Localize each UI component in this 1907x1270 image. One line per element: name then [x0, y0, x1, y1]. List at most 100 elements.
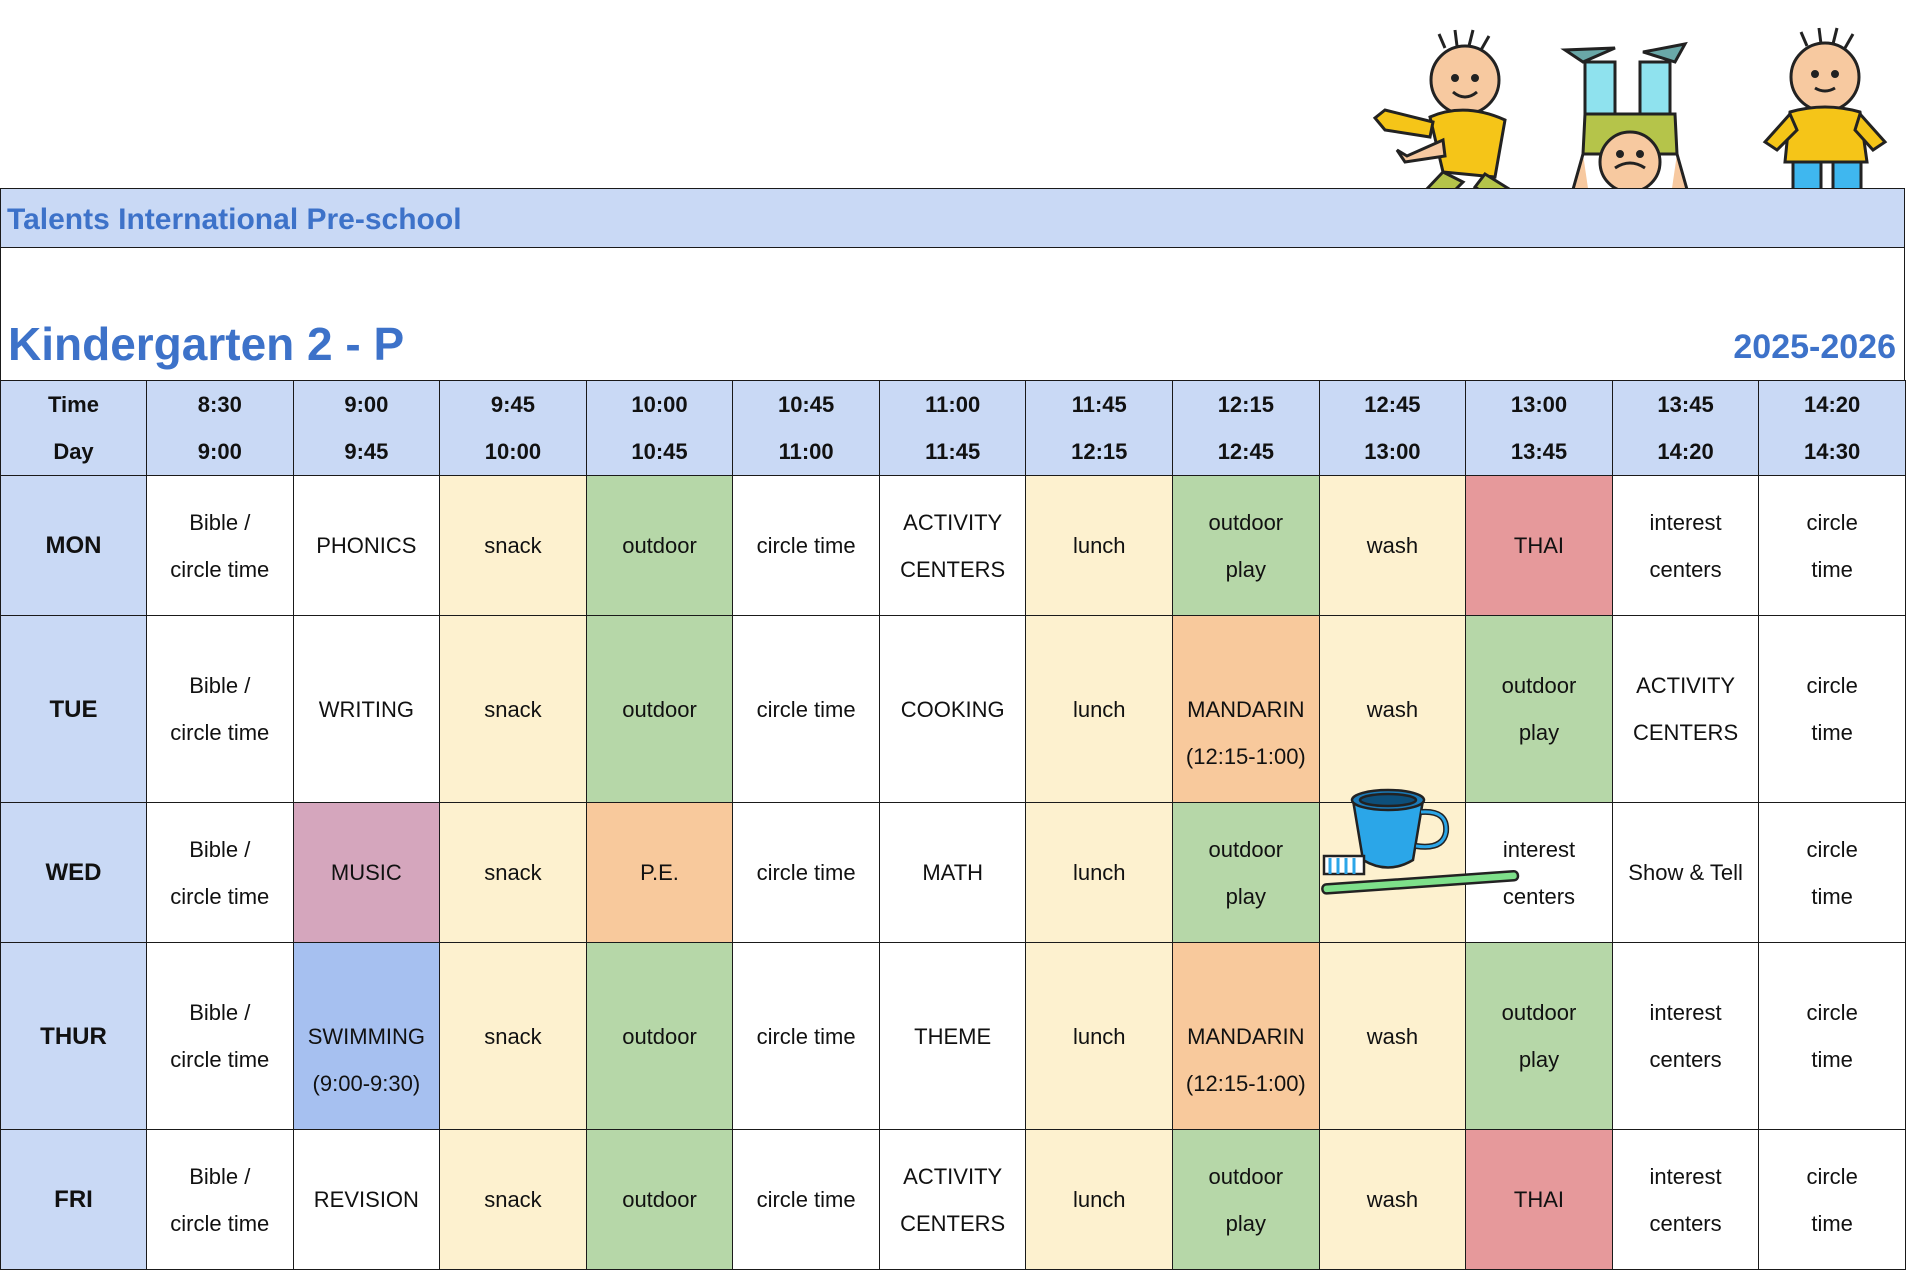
activity-label: wash — [1366, 696, 1419, 722]
activity-label: MANDARIN — [1187, 696, 1305, 722]
schedule-cell: wash — [1318, 475, 1467, 616]
school-year: 2025-2026 — [1733, 328, 1896, 366]
title-area: Kindergarten 2 - P 2025-2026 — [0, 248, 1905, 381]
slot-start: 14:20 — [1804, 392, 1861, 417]
schedule-cell: wash — [1318, 1129, 1467, 1270]
activity-label: MATH — [922, 860, 984, 885]
slot-start: 13:00 — [1510, 392, 1568, 417]
activity-label: interest — [1649, 1163, 1722, 1189]
activity-label: lunch — [1072, 1187, 1126, 1212]
schedule-cell: MUSIC — [292, 802, 441, 943]
schedule-cell: interest centers — [1611, 475, 1760, 616]
activity-label: lunch — [1072, 533, 1126, 558]
time-slot-header: 11:45 12:15 — [1025, 380, 1174, 476]
activity-label: lunch — [1072, 860, 1126, 885]
activity-label: P.E. — [640, 860, 679, 885]
schedule-cell: circle time — [732, 1129, 880, 1270]
activity-label: outdoor — [622, 1023, 697, 1049]
activity-label: outdoor — [622, 1187, 697, 1212]
schedule-cell: ACTIVITY CENTERS — [878, 1129, 1027, 1270]
schedule-cell: wash — [1318, 942, 1467, 1130]
activity-label: wash — [1366, 533, 1419, 558]
schedule-cell: outdoor — [585, 942, 734, 1130]
schedule-cell: snack — [439, 942, 587, 1130]
schedule-cell: interest centers — [1611, 942, 1760, 1130]
schedule-cell: circle time — [732, 942, 880, 1130]
activity-label: MANDARIN — [1187, 1023, 1305, 1049]
activity-label: interest — [1649, 1000, 1722, 1025]
time-slot-header: 9:45 10:00 — [439, 380, 587, 476]
slot-end: 14:30 — [1804, 439, 1861, 464]
cup-and-toothbrush-icon — [1321, 788, 1520, 895]
slot-end: 14:20 — [1657, 439, 1714, 464]
activity-label: (12:15-1:00) — [1185, 743, 1306, 769]
time-label: Time — [48, 392, 99, 417]
activity-label: outdoor — [1501, 673, 1577, 698]
day-name: FRI — [0, 1129, 147, 1270]
activity-label: time — [1811, 556, 1853, 582]
activity-label: CENTERS — [900, 556, 1006, 582]
slot-end: 11:45 — [925, 439, 981, 464]
activity-label: snack — [484, 533, 542, 558]
schedule-cell: wash — [1318, 615, 1467, 803]
time-slot-header: 13:00 13:45 — [1465, 380, 1613, 476]
activity-label: THEME — [914, 1023, 992, 1049]
header-row: Time Day 8:30 9:00 9:00 9:45 9:45 10:00 10:00 10:… — [0, 380, 1906, 476]
activity-label: outdoor — [622, 696, 697, 722]
activity-label: circle time — [756, 533, 856, 558]
slot-end: 9:45 — [344, 439, 389, 464]
schedule-cell: COOKING — [878, 615, 1027, 803]
schedule-cell: Bible / circle time — [146, 475, 294, 616]
activity-label: time — [1811, 720, 1853, 745]
schedule-cell: interest centers — [1611, 1129, 1760, 1270]
activity-label: Bible / — [189, 673, 251, 698]
day-label: Day — [53, 439, 94, 464]
schedule-cell: THAI — [1465, 1129, 1613, 1270]
activity-label: REVISION — [313, 1187, 419, 1212]
slot-end: 10:00 — [484, 439, 542, 464]
schedule-cell: snack — [439, 475, 587, 616]
day-row: MON Bible / circle time PHONICS snack outdoor… — [0, 475, 1906, 616]
activity-label: SWIMMING — [307, 1023, 426, 1049]
schedule-cell: SWIMMING (9:00-9:30) — [292, 942, 441, 1130]
schedule-cell: ACTIVITY CENTERS — [878, 475, 1027, 616]
slot-start: 8:30 — [197, 392, 242, 417]
slot-start: 10:00 — [631, 392, 688, 417]
schedule-cell: Bible / circle time — [146, 802, 294, 943]
activity-label: snack — [484, 1187, 542, 1212]
slot-start: 13:45 — [1657, 392, 1714, 417]
activity-label: outdoor — [1208, 1163, 1284, 1189]
slot-end: 13:45 — [1510, 439, 1568, 464]
activity-label: (12:15-1:00) — [1185, 1070, 1306, 1096]
schedule-cell: circle time — [1758, 475, 1906, 616]
activity-label: play — [1518, 1047, 1560, 1072]
activity-label: outdoor — [1501, 1000, 1577, 1025]
activity-label: play — [1518, 720, 1560, 745]
slot-start: 11:00 — [925, 392, 981, 417]
activity-label: outdoor — [622, 533, 697, 558]
time-slot-header: 12:15 12:45 — [1172, 380, 1320, 476]
activity-label: circle time — [756, 860, 856, 885]
day-name: TUE — [0, 615, 147, 803]
activity-label: wash — [1366, 1187, 1419, 1212]
schedule-cell: WRITING — [292, 615, 441, 803]
schedule-cell: MANDARIN (12:15-1:00) — [1172, 615, 1320, 803]
time-day-header: Time Day — [0, 380, 147, 476]
schedule-cell: snack — [439, 1129, 587, 1270]
activity-label: circle time — [170, 720, 270, 745]
slot-end: 11:00 — [778, 439, 834, 464]
time-slot-header: 10:00 10:45 — [585, 380, 734, 476]
activity-label: (9:00-9:30) — [312, 1070, 421, 1096]
day-row: FRI Bible / circle time REVISION snack outdoo… — [0, 1129, 1906, 1270]
activity-label: CENTERS — [1633, 720, 1739, 745]
time-slot-header: 13:45 14:20 — [1611, 380, 1760, 476]
activity-label: circle time — [756, 1187, 856, 1212]
schedule-cell: outdoor play — [1465, 615, 1613, 803]
activity-label: circle — [1806, 509, 1858, 535]
slot-start: 9:45 — [490, 392, 535, 417]
schedule-cell: circle time — [732, 802, 880, 943]
schedule-cell: outdoor — [585, 615, 734, 803]
activity-label: Bible / — [189, 509, 251, 535]
activity-label: circle — [1806, 1000, 1858, 1025]
activity-label: lunch — [1072, 1023, 1126, 1049]
